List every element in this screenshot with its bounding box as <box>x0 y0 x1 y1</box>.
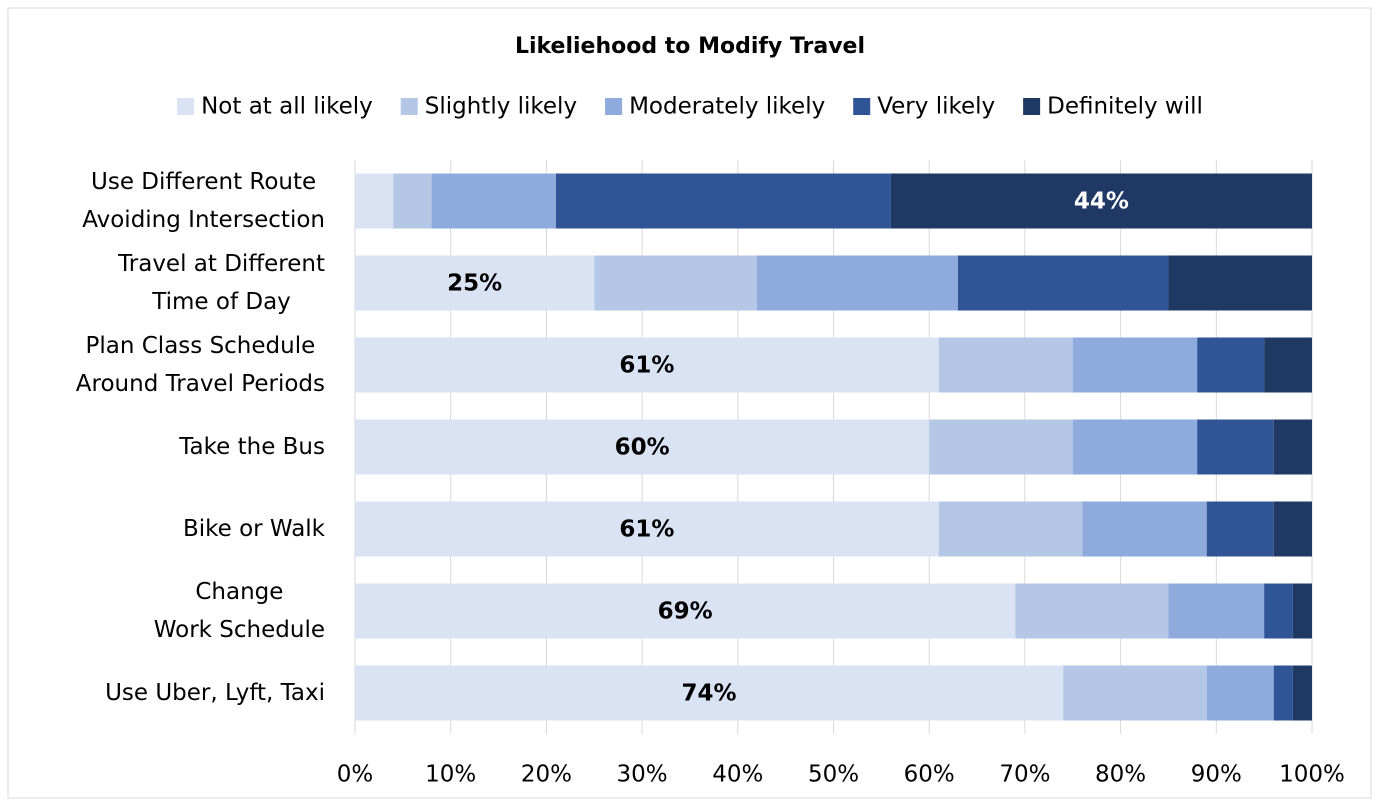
bar-segment <box>1292 665 1312 721</box>
y-tick-label-line: Plan Class Schedule <box>86 333 316 359</box>
data-label: 74% <box>682 681 737 707</box>
bar-segment <box>594 255 757 311</box>
legend-swatch <box>1023 98 1041 115</box>
data-label: 25% <box>447 271 502 297</box>
x-tick-label: 30% <box>617 762 668 788</box>
data-label: 61% <box>619 353 674 379</box>
y-tick-label: Use Uber, Lyft, Taxi <box>105 680 325 706</box>
legend-label: Very likely <box>877 94 995 120</box>
bar-segment <box>890 173 1312 229</box>
bar-segment <box>1264 583 1293 639</box>
bar-segment <box>1015 583 1169 639</box>
x-tick-label: 50% <box>808 762 859 788</box>
legend-label: Slightly likely <box>425 94 577 120</box>
bar-segment <box>1072 419 1198 475</box>
y-tick-label-line: Use Different Route <box>91 169 316 195</box>
bar-segment <box>1292 583 1312 639</box>
y-tick-label-line: Work Schedule <box>154 617 325 643</box>
y-tick-label-line: Change <box>195 579 283 605</box>
legend-label: Moderately likely <box>629 94 825 120</box>
bar-segment <box>355 337 939 393</box>
bar-segment <box>355 665 1064 721</box>
x-tick-label: 80% <box>1095 762 1146 788</box>
y-tick-label-line: Use Uber, Lyft, Taxi <box>105 680 325 706</box>
y-tick-label-line: Take the Bus <box>178 434 325 460</box>
y-tick-label: Use Different Route Avoiding Intersection <box>82 169 325 233</box>
bar-segment <box>355 255 595 311</box>
bar-segment <box>1264 337 1312 393</box>
x-tick-label: 10% <box>425 762 476 788</box>
y-tick-label: Bike or Walk <box>183 516 326 542</box>
y-tick-label-line: Avoiding Intersection <box>82 207 325 233</box>
bar-segment <box>1273 501 1312 557</box>
bar-segment <box>1072 337 1198 393</box>
bar-segment <box>929 419 1073 475</box>
bar-segment <box>938 501 1083 557</box>
y-tick-label: Travel at Different Time of Day <box>117 251 325 315</box>
legend-label: Not at all likely <box>201 94 373 120</box>
bar-segment <box>1168 255 1312 311</box>
y-tick-label-line: Bike or Walk <box>183 516 326 542</box>
bar-segment <box>1168 583 1265 639</box>
bar-segment <box>355 173 394 229</box>
x-tick-label: 90% <box>1191 762 1242 788</box>
legend-swatch <box>605 98 623 115</box>
bar-segment <box>1273 665 1293 721</box>
data-label: 44% <box>1074 189 1129 215</box>
x-tick-label: 0% <box>337 762 374 788</box>
bar-segment <box>1197 419 1274 475</box>
bar-segment <box>1206 665 1274 721</box>
bar-segment <box>1197 337 1265 393</box>
legend: Not at all likely Slightly likely Moderate… <box>177 94 1203 120</box>
chart-title: Likeliehood to Modify Travel <box>515 34 865 59</box>
data-label: 69% <box>658 599 713 625</box>
bar-segment <box>1082 501 1207 557</box>
x-tick-label: 70% <box>999 762 1050 788</box>
bar-segment <box>393 173 432 229</box>
legend-label: Definitely will <box>1047 94 1203 120</box>
bar-segment <box>355 501 939 557</box>
x-tick-label: 100% <box>1279 762 1345 788</box>
x-tick-label: 20% <box>521 762 572 788</box>
data-label: 61% <box>619 517 674 543</box>
y-tick-label-line: Time of Day <box>151 289 291 315</box>
x-tick-label: 40% <box>712 762 763 788</box>
y-tick-label: Change Work Schedule <box>154 579 325 643</box>
bar-segment <box>355 583 1016 639</box>
y-tick-label-line: Around Travel Periods <box>76 371 325 397</box>
legend-swatch <box>853 98 871 115</box>
legend-swatch <box>400 98 418 115</box>
y-tick-label: Take the Bus <box>178 434 325 460</box>
bar-segment <box>938 337 1073 393</box>
x-tick-label: 60% <box>904 762 955 788</box>
bar-segment <box>555 173 891 229</box>
bar-segment <box>1063 665 1207 721</box>
data-label: 60% <box>615 435 670 461</box>
bar-segment <box>1206 501 1274 557</box>
y-tick-label: Plan Class Schedule Around Travel Periods <box>76 333 325 397</box>
bar-segment <box>431 173 556 229</box>
bar-segment <box>957 255 1169 311</box>
bar-segment <box>756 255 958 311</box>
y-tick-label-line: Travel at Different <box>117 251 325 277</box>
legend-swatch <box>177 98 195 115</box>
bar-segment <box>355 419 930 475</box>
bar-segment <box>1273 419 1312 475</box>
